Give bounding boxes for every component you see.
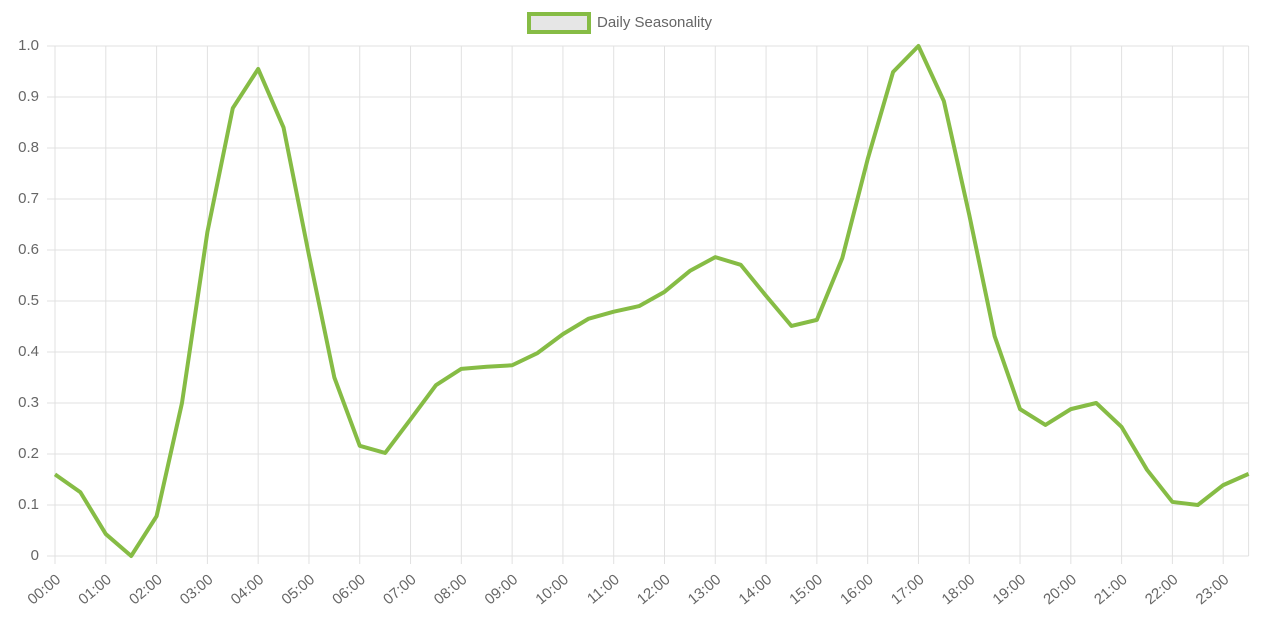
x-tick-label: 13:00 <box>685 571 725 608</box>
x-tick-label: 17:00 <box>888 571 928 608</box>
x-tick-label: 18:00 <box>939 571 979 608</box>
y-tick-label: 1.0 <box>18 37 39 54</box>
x-tick-label: 07:00 <box>380 571 420 608</box>
x-tick-label: 14:00 <box>736 571 776 608</box>
x-tick-label: 10:00 <box>532 571 572 608</box>
x-tick-label: 05:00 <box>278 571 318 608</box>
x-tick-label: 03:00 <box>177 571 217 608</box>
y-tick-label: 0.6 <box>18 241 39 258</box>
y-tick-label: 0.8 <box>18 139 39 156</box>
x-tick-label: 11:00 <box>584 571 623 607</box>
legend-swatch[interactable] <box>527 12 591 34</box>
x-tick-label: 06:00 <box>329 571 369 608</box>
legend-label[interactable]: Daily Seasonality <box>597 14 713 31</box>
x-tick-label: 15:00 <box>786 571 826 608</box>
y-tick-label: 0 <box>31 547 39 564</box>
y-tick-label: 0.9 <box>18 88 39 105</box>
x-tick-label: 23:00 <box>1193 571 1233 608</box>
x-tick-label: 20:00 <box>1040 571 1080 608</box>
x-tick-label: 19:00 <box>989 571 1029 608</box>
y-tick-label: 0.5 <box>18 292 39 309</box>
x-tick-label: 01:00 <box>75 571 115 608</box>
x-tick-label: 21:00 <box>1091 571 1131 608</box>
y-tick-label: 0.2 <box>18 445 39 462</box>
x-tick-label: 16:00 <box>837 571 877 608</box>
y-tick-label: 0.4 <box>18 343 39 360</box>
y-tick-label: 0.3 <box>18 394 39 411</box>
y-tick-label: 0.1 <box>18 496 39 513</box>
y-tick-label: 0.7 <box>18 190 39 207</box>
data-line <box>53 44 1250 558</box>
x-tick-label: 02:00 <box>126 571 166 608</box>
x-tick-label: 12:00 <box>634 571 674 608</box>
x-tick-label: 09:00 <box>482 571 522 608</box>
x-tick-label: 08:00 <box>431 571 471 608</box>
x-tick-label: 04:00 <box>228 571 268 608</box>
x-tick-label: 22:00 <box>1142 571 1182 608</box>
x-tick-label: 00:00 <box>24 571 64 608</box>
